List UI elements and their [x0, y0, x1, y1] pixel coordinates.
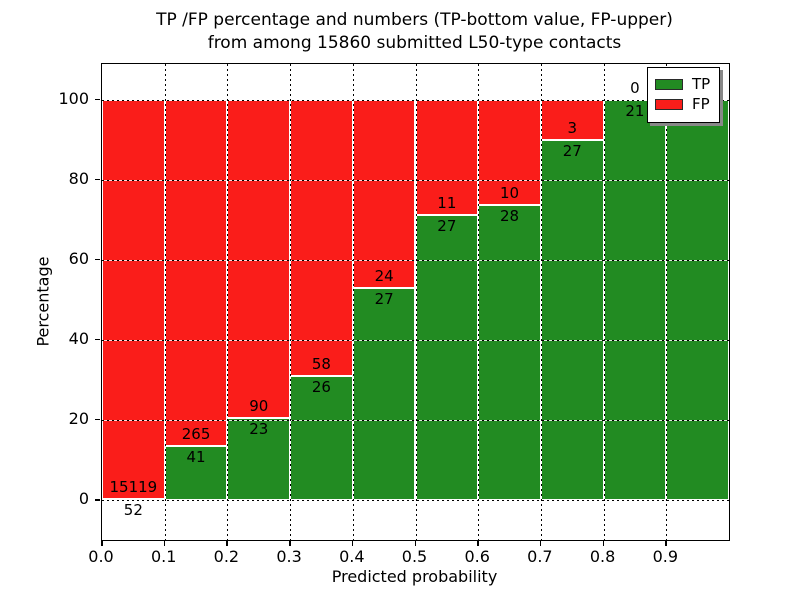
x-tick-label: 0.4	[339, 547, 365, 566]
legend-item-tp: TP	[655, 76, 710, 93]
x-axis-title: Predicted probability	[331, 567, 498, 586]
tp-bar-segment	[415, 215, 479, 500]
tp-bar-segment	[540, 139, 604, 500]
x-axis-tick	[163, 540, 166, 546]
y-tick-label: 40	[68, 328, 89, 348]
tp-count-label: 27	[437, 217, 457, 236]
tp-bar-segment	[603, 99, 667, 500]
vertical-gridline	[540, 64, 542, 540]
y-axis-tick	[94, 178, 100, 181]
x-axis-tick	[226, 540, 228, 546]
y-axis-tick	[94, 338, 100, 341]
vertical-gridline	[603, 64, 605, 540]
x-tick-label: 0.2	[213, 547, 240, 566]
fp-red-swatch-icon	[655, 99, 683, 110]
x-axis-tick	[665, 540, 667, 546]
fp-count-label: 0	[630, 78, 640, 97]
fp-count-label: 15119	[109, 477, 158, 496]
tp-bar-segment	[478, 204, 541, 500]
legend-label-fp: FP	[692, 95, 710, 113]
x-tick-label: 0.6	[464, 547, 490, 566]
y-axis-tick	[94, 258, 100, 261]
fp-bar-segment	[102, 99, 165, 499]
fp-count-label: 24	[374, 266, 394, 285]
chart-title: TP /FP percentage and numbers (TP-bottom…	[101, 9, 728, 55]
vertical-gridline	[415, 64, 417, 540]
tp-green-swatch-icon	[655, 79, 683, 90]
tp-count-label: 41	[186, 448, 206, 467]
fp-bar-segment	[164, 99, 228, 447]
legend: TP FP	[647, 67, 721, 123]
fp-bar-segment	[415, 99, 479, 216]
tp-bar-segment	[290, 376, 353, 500]
y-tick-label: 80	[68, 168, 89, 188]
tp-count-label: 27	[562, 141, 582, 160]
vertical-gridline	[352, 64, 354, 540]
tp-count-label: 28	[500, 206, 520, 225]
x-axis-tick	[289, 540, 291, 546]
y-axis-tick	[94, 418, 100, 421]
tp-count-label: 27	[374, 289, 394, 308]
x-tick-label: 0.1	[150, 547, 177, 566]
fp-bar-segment	[478, 99, 541, 205]
tp-count-label: 21	[625, 101, 645, 120]
y-tick-label: 100	[58, 88, 89, 108]
vertical-gridline	[478, 64, 480, 540]
fp-count-label: 265	[181, 425, 211, 444]
tp-count-label: 23	[249, 420, 269, 439]
x-tick-label: 0.7	[527, 547, 553, 566]
chart-title-line1: TP /FP percentage and numbers (TP-bottom…	[156, 10, 673, 30]
y-axis-tick	[94, 499, 100, 501]
tp-bar-segment	[352, 287, 416, 500]
x-axis-tick	[351, 540, 354, 546]
plot-area: 1511952265419023582624271127102832702108	[101, 63, 730, 541]
x-axis-tick	[539, 540, 542, 546]
tp-count-label: 26	[311, 378, 331, 397]
tp-bar-segment	[227, 418, 291, 500]
y-tick-label: 60	[68, 248, 89, 268]
tp-count-label: 52	[123, 500, 143, 519]
x-tick-label: 0.8	[589, 547, 616, 566]
vertical-gridline	[164, 64, 166, 540]
x-axis-tick	[602, 540, 605, 546]
fp-count-label: 10	[500, 183, 520, 202]
y-axis-title: Percentage	[33, 256, 53, 347]
tp-bar-segment	[666, 99, 729, 500]
vertical-gridline	[666, 64, 668, 540]
y-tick-label: 0	[78, 489, 89, 508]
fp-count-label: 11	[437, 194, 457, 213]
chart-title-line2: from among 15860 submitted L50-type cont…	[207, 33, 622, 53]
legend-label-tp: TP	[692, 75, 711, 93]
vertical-gridline	[290, 64, 292, 540]
fp-count-label: 3	[567, 118, 578, 137]
y-axis-tick	[94, 98, 100, 100]
fp-count-label: 90	[249, 397, 269, 416]
fp-bar-segment	[290, 99, 353, 377]
fp-bar-segment	[352, 99, 416, 288]
x-tick-label: 0.3	[276, 547, 302, 566]
x-axis-tick	[477, 540, 479, 546]
x-axis-tick	[101, 540, 103, 546]
x-tick-label: 0.9	[652, 547, 679, 566]
x-tick-label: 0.5	[401, 547, 428, 566]
fp-count-label: 58	[311, 355, 331, 374]
y-tick-label: 20	[68, 408, 89, 428]
vertical-gridline	[227, 64, 229, 540]
x-tick-label: 0.0	[88, 547, 114, 566]
x-axis-tick	[414, 540, 416, 546]
legend-item-fp: FP	[655, 96, 710, 113]
